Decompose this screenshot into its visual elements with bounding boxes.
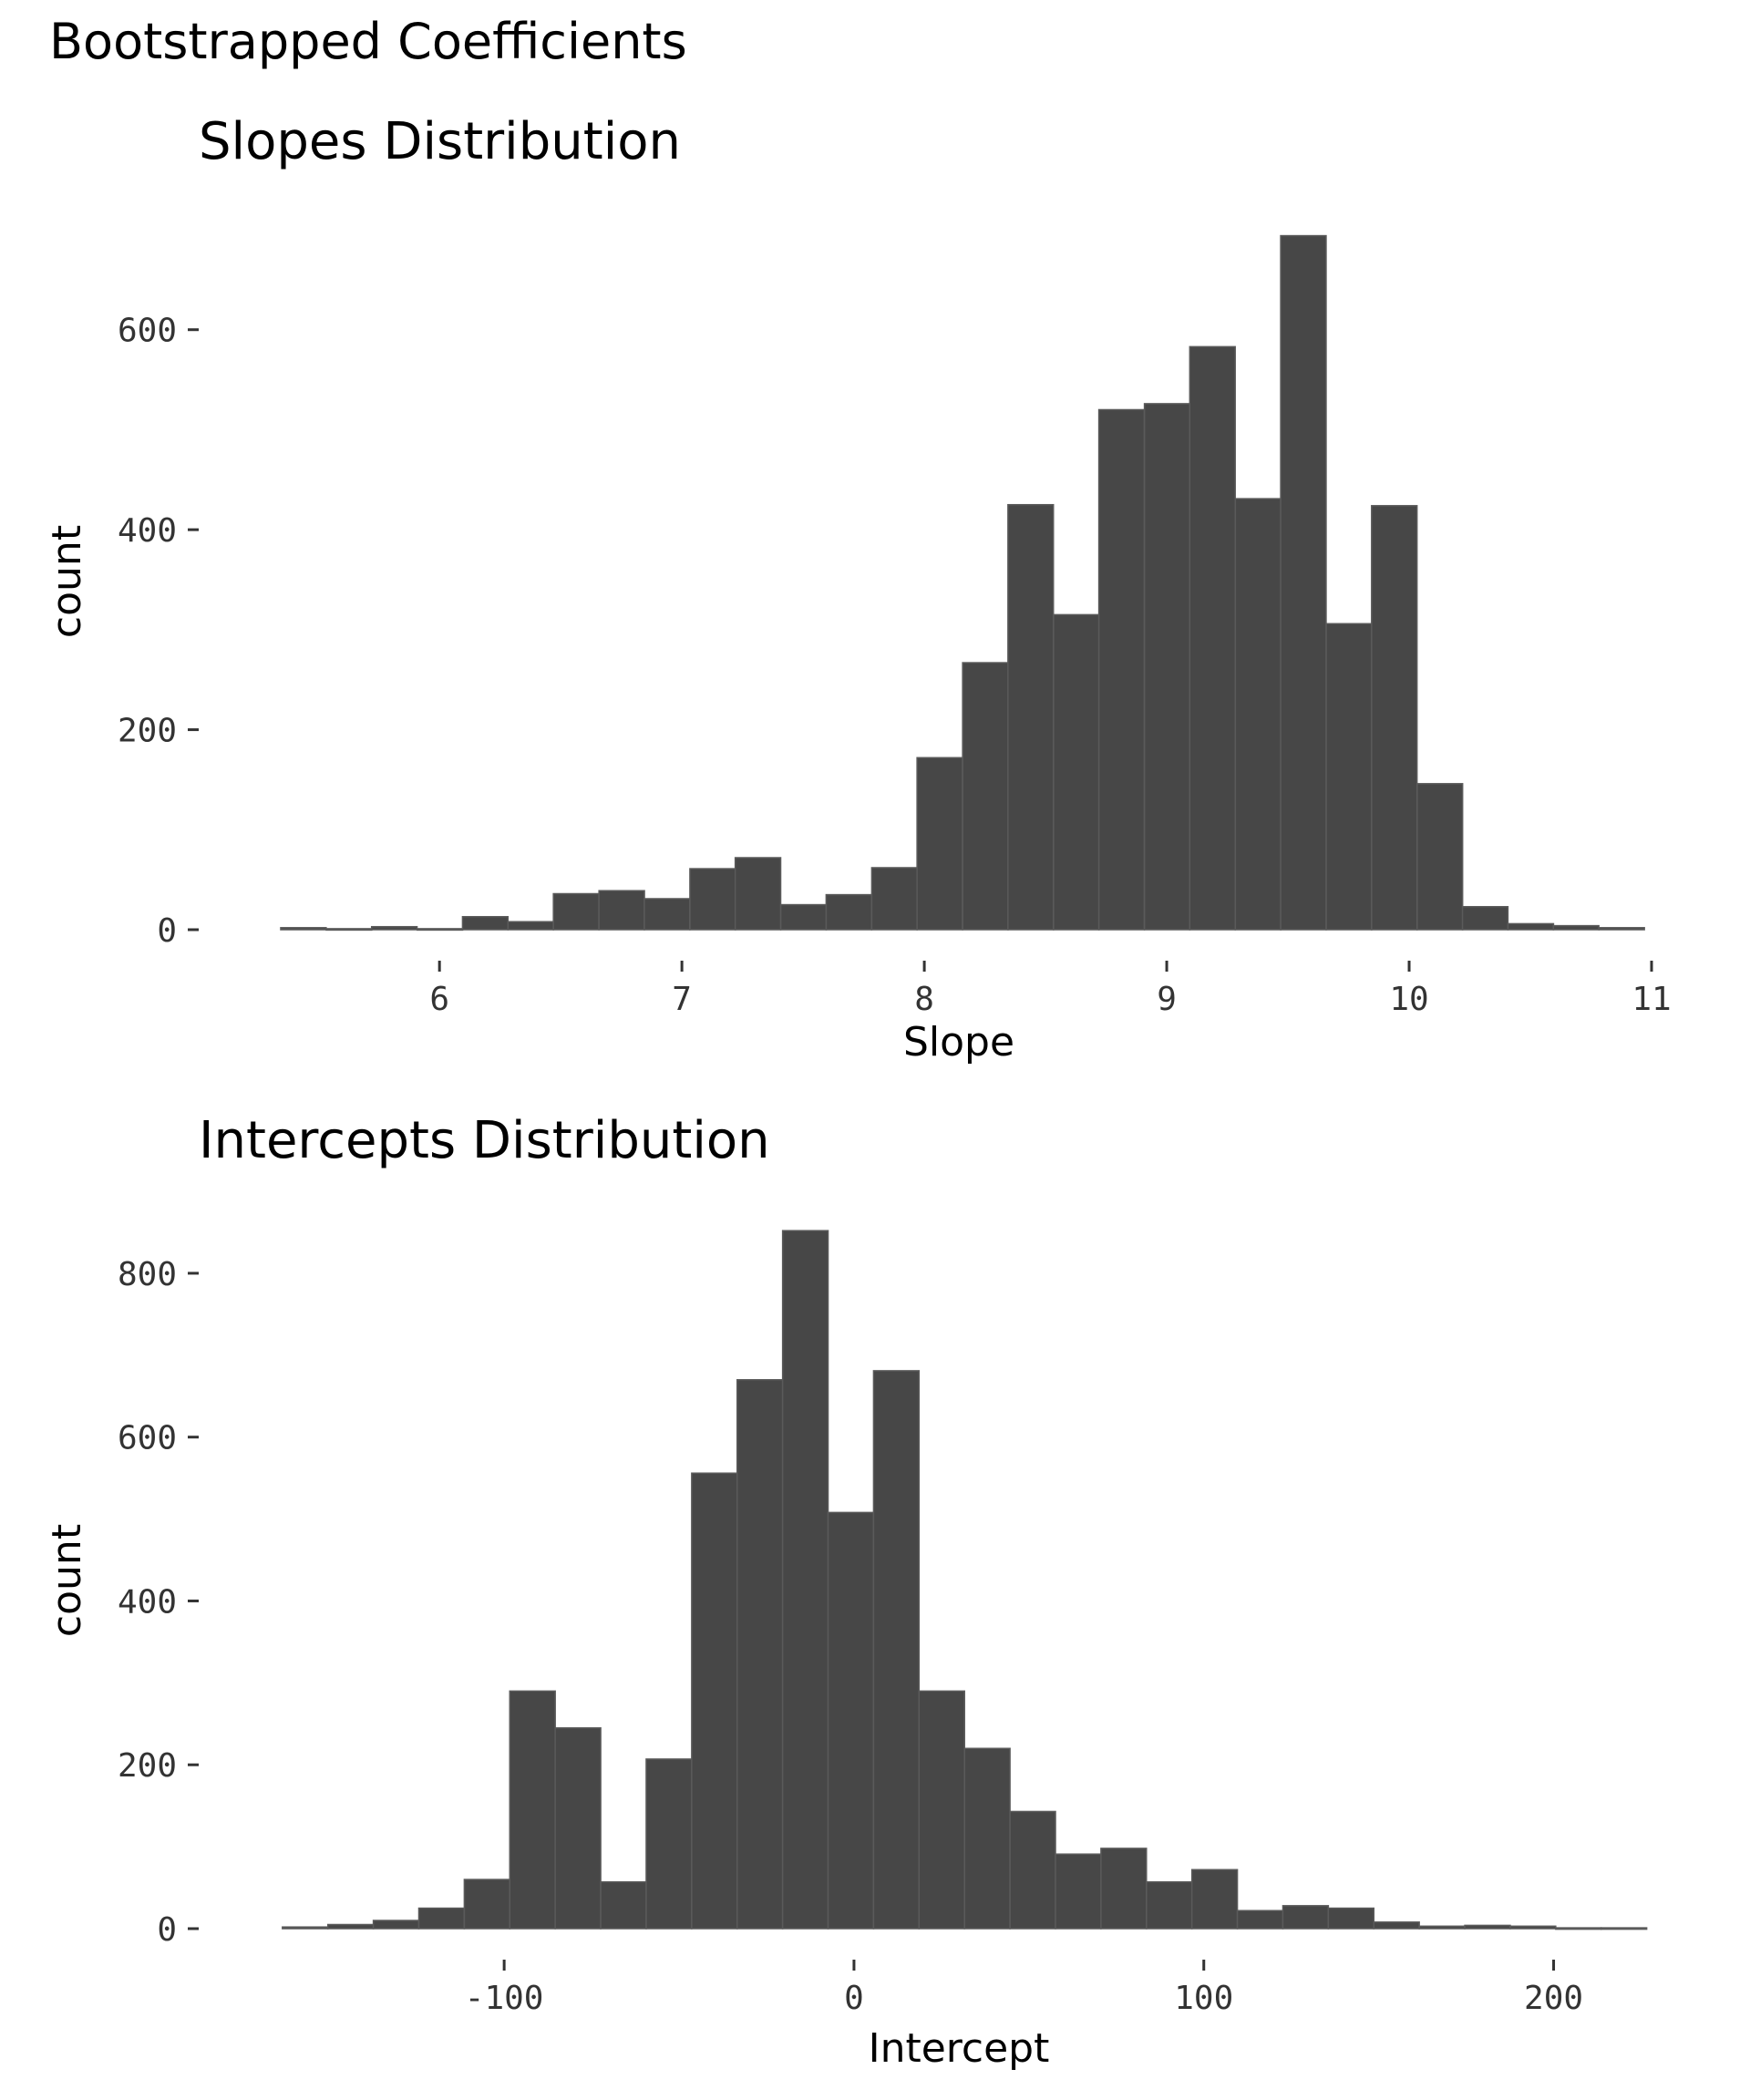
intercepts-bar [463,1879,511,1930]
slopes-bar [1598,927,1645,931]
slopes-x-tick-label: 6 [429,981,449,1018]
figure-title: Bootstrapped Coefficients [49,13,687,70]
intercepts-bar [1055,1853,1102,1930]
intercepts-bar [417,1907,466,1930]
slopes-x-axis: 6 7 8 9 10 11 [429,961,1672,1018]
slopes-bar [1143,403,1191,931]
intercepts-bar [1282,1905,1330,1930]
slopes-bar [598,890,645,931]
slopes-y-tick-label: 600 [118,313,177,350]
intercepts-y-tick-label: 800 [118,1256,177,1293]
slopes-bar [370,925,418,931]
intercepts-bar [1146,1881,1193,1930]
slopes-bar [1097,408,1146,931]
intercepts-bar [1190,1868,1239,1930]
intercepts-x-tick-label: 200 [1524,1980,1583,2017]
slopes-x-tick-label: 11 [1632,981,1671,1018]
intercepts-bar [600,1881,647,1930]
slopes-bar [643,898,691,931]
slopes-chart-title: Slopes Distribution [199,112,681,171]
intercepts-bar [645,1758,693,1930]
slopes-bar [1461,906,1509,931]
slopes-x-axis-label: Slope [903,1019,1014,1065]
slopes-bar [962,662,1009,931]
intercepts-bar [1555,1927,1602,1930]
slopes-bar [1552,924,1600,931]
slopes-bar [280,927,327,931]
slopes-bar [689,868,736,931]
intercepts-bar [326,1923,375,1930]
intercepts-bar [872,1370,921,1930]
intercepts-bar [1373,1921,1420,1930]
intercepts-bar [1464,1924,1511,1930]
slopes-y-tick-label: 400 [118,512,177,550]
intercepts-bar [736,1379,784,1930]
slopes-bar [1325,623,1373,931]
slopes-y-axis-label: count [44,525,90,638]
intercepts-x-axis: -100 0 100 200 [465,1960,1583,2017]
intercepts-bar [691,1472,738,1930]
slopes-bar [1234,498,1282,931]
slopes-bar [1416,783,1464,931]
intercepts-bar [1009,1810,1056,1930]
intercepts-y-tick-label: 600 [118,1420,177,1457]
slopes-bar [779,903,828,931]
slopes-bar [1189,345,1236,931]
intercepts-bar [1100,1848,1148,1930]
intercepts-bar [509,1690,556,1930]
intercepts-y-tick-label: 0 [157,1911,177,1949]
slopes-bar [325,928,373,932]
intercepts-bar [1509,1925,1557,1930]
intercepts-bars [282,1230,1648,1930]
intercepts-x-tick-label: -100 [465,1980,544,2017]
intercepts-bar [372,1920,420,1930]
slopes-x-tick-label: 7 [672,981,692,1018]
slopes-bar [916,757,963,931]
slopes-bar [734,857,782,931]
slopes-bar [461,915,510,931]
intercepts-y-axis: 0 200 400 600 800 [118,1256,199,1949]
intercepts-x-tick-label: 0 [844,1980,864,2017]
slopes-bar [1007,503,1055,931]
intercepts-bar [1600,1927,1648,1930]
intercepts-bar [1418,1925,1466,1930]
intercepts-chart-title: Intercepts Distribution [199,1111,770,1170]
slopes-bar [416,928,464,932]
intercepts-y-axis-label: count [44,1524,90,1637]
slopes-bar [1053,613,1100,931]
slopes-bars [280,234,1645,932]
slopes-y-tick-label: 200 [118,713,177,750]
slopes-bar [1371,505,1418,931]
slopes-x-tick-label: 9 [1157,981,1177,1018]
intercepts-y-tick-label: 400 [118,1583,177,1621]
intercepts-bar [1327,1907,1375,1930]
intercepts-bar [282,1926,329,1930]
intercepts-bar [963,1747,1011,1930]
intercepts-bar [781,1230,829,1930]
intercepts-chart: Intercepts Distribution 0 200 400 600 800 -1… [44,1111,1648,2072]
slopes-bar [825,893,873,931]
intercepts-x-axis-label: Intercept [869,2025,1050,2072]
slopes-bar [507,921,555,931]
intercepts-bar [554,1727,602,1930]
intercepts-y-tick-label: 200 [118,1747,177,1785]
slopes-bar [552,892,600,931]
slopes-y-axis: 0 200 400 600 [118,313,199,950]
slopes-x-tick-label: 8 [914,981,934,1018]
slopes-y-tick-label: 0 [157,912,177,950]
intercepts-bar [1236,1910,1284,1930]
slopes-x-tick-label: 10 [1389,981,1428,1018]
intercepts-bar [918,1690,965,1930]
slopes-bar [1507,922,1555,931]
intercepts-x-tick-label: 100 [1174,1980,1233,2017]
intercepts-bar [827,1511,875,1930]
slopes-bar [870,867,919,931]
slopes-bar [1280,234,1327,931]
